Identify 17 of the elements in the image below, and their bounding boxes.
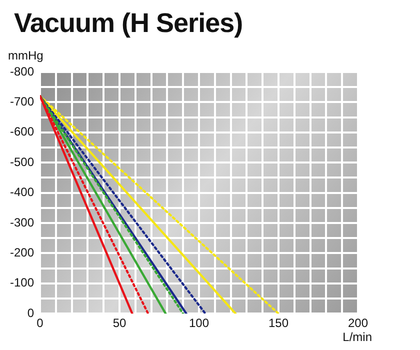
y-tick-label: 0 [27,306,34,320]
x-tick-label: 50 [112,316,127,330]
x-tick-label: 200 [348,316,368,330]
x-tick-label: 100 [188,316,210,330]
x-tick-label: 0 [36,316,44,330]
y-tick-label: -100 [10,276,34,290]
y-tick-label: -600 [10,124,34,139]
y-tick-label: -800 [10,64,34,78]
chart-title: Vacuum (H Series) [14,8,243,39]
y-tick-label: -200 [10,246,34,260]
x-axis-title: L/min [342,330,372,344]
y-tick-label: -300 [10,215,34,230]
y-tick-label: -500 [10,154,34,169]
y-tick-label: -400 [10,185,34,200]
x-tick-label: 150 [268,316,289,330]
y-tick-label: -700 [10,94,34,109]
y-axis-title: mmHg [8,48,44,62]
